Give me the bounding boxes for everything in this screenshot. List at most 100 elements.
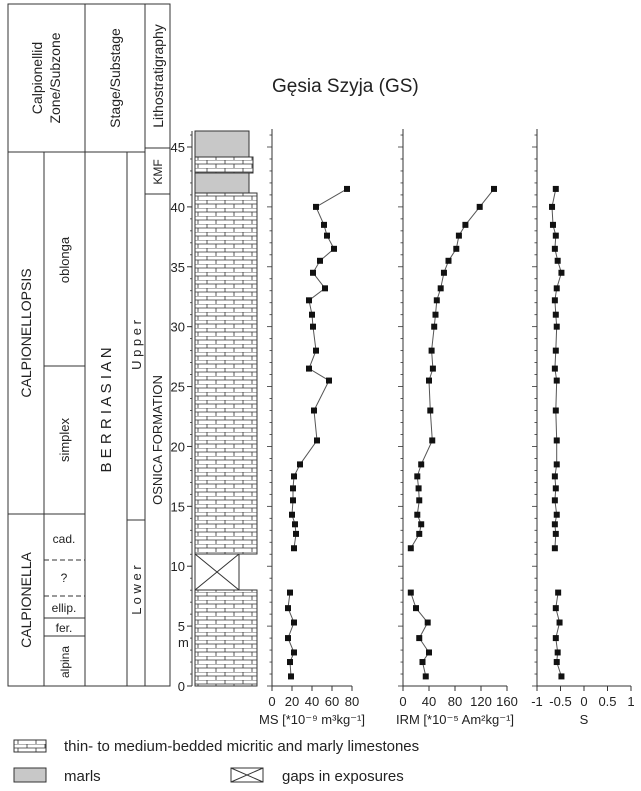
legend-marls-label: marls xyxy=(64,768,101,785)
substage-lower: L o w e r xyxy=(129,565,144,615)
ms-data-point xyxy=(313,203,319,210)
ms-data-point xyxy=(317,257,323,264)
ms-data-point xyxy=(290,485,296,492)
ms-data-point xyxy=(287,659,293,666)
irm-x-tick-label: 160 xyxy=(496,694,518,709)
irm-data-point xyxy=(407,589,414,596)
legend-limestone-swatch xyxy=(13,739,47,753)
ms-data-point xyxy=(297,461,303,468)
ms-data-point xyxy=(290,497,296,504)
s-data-point xyxy=(551,473,558,480)
ms-data-point xyxy=(291,473,297,480)
irm-data-point xyxy=(415,485,422,492)
irm-data-point xyxy=(424,619,431,626)
ms-data-point xyxy=(310,323,316,330)
subzone-cad: cad. xyxy=(53,532,76,546)
ms-data-point xyxy=(314,437,320,444)
zone-calpionellopsis: CALPIONELLOPSIS xyxy=(18,268,34,397)
irm-data-point xyxy=(431,323,438,330)
irm-data-point xyxy=(416,530,423,537)
irm-data-point xyxy=(491,185,497,192)
ms-data-point xyxy=(309,311,315,318)
irm-data-point xyxy=(427,407,434,414)
irm-x-tick-label: 0 xyxy=(399,694,406,709)
irm-data-point xyxy=(429,365,436,372)
irm-data-point xyxy=(414,473,421,480)
s-data-point xyxy=(552,347,559,354)
ms-data-point xyxy=(344,185,350,192)
s-data-point xyxy=(553,377,560,384)
s-data-point xyxy=(552,407,559,414)
ms-x-tick-label: 40 xyxy=(305,694,319,709)
ms-data-point xyxy=(322,285,328,292)
s-data-point xyxy=(551,545,558,552)
irm-data-point xyxy=(453,245,460,252)
depth-tick-label: 5 xyxy=(178,619,185,634)
irm-data-point xyxy=(419,659,426,666)
irm-data-point xyxy=(429,437,436,444)
s-data-point xyxy=(556,619,563,626)
irm-data-point xyxy=(416,635,423,642)
irm-data-point xyxy=(418,521,425,528)
ms-data-point xyxy=(293,530,299,537)
s-x-label: S xyxy=(580,712,589,727)
irm-x-tick-label: 40 xyxy=(422,694,436,709)
s-data-point xyxy=(554,649,561,656)
irm-data-point xyxy=(440,269,447,276)
depth-tick-label: 15 xyxy=(171,499,185,514)
limestone-bed-upper xyxy=(194,192,258,555)
irm-data-point xyxy=(416,497,423,504)
s-data-point xyxy=(553,323,560,330)
s-data-point xyxy=(553,437,560,444)
legend: thin- to medium-bedded micritic and marl… xyxy=(13,738,419,785)
irm-x-tick-label: 120 xyxy=(470,694,492,709)
zone-calpionella: CALPIONELLA xyxy=(18,551,34,647)
limestone-bed-kmf xyxy=(194,156,254,174)
marl-bed-lower xyxy=(194,172,250,194)
s-x-tick-label: 0.5 xyxy=(598,694,616,709)
litho-kmf: KMF xyxy=(151,159,165,184)
s-data-point xyxy=(553,659,560,666)
ms-x-tick-label: 60 xyxy=(325,694,339,709)
stratigraphy-table xyxy=(7,3,171,687)
s-data-point xyxy=(552,635,559,642)
legend-marls-swatch xyxy=(13,767,47,783)
chart-title: Gęsia Szyja (GS) xyxy=(272,76,419,97)
stage-header: Stage/Substage xyxy=(107,28,123,128)
ms-data-point xyxy=(291,545,297,552)
irm-series-line xyxy=(410,188,495,549)
s-x-tick-label: 1 xyxy=(627,694,634,709)
subzone-alpina: alpina xyxy=(58,646,72,678)
depth-tick-label: 25 xyxy=(171,380,185,395)
irm-data-point xyxy=(476,203,483,210)
depth-tick-label: 30 xyxy=(171,320,185,335)
irm-data-point xyxy=(413,605,419,612)
subzone-simplex: simplex xyxy=(57,417,72,462)
s-data-point xyxy=(552,232,559,239)
ms-data-point xyxy=(285,635,291,642)
legend-gaps-label: gaps in exposures xyxy=(282,768,404,785)
irm-data-point xyxy=(418,461,425,468)
ms-data-point xyxy=(306,297,312,304)
ms-data-point xyxy=(306,365,312,372)
ms-panel: 0 20 40 60 80 MS [*10⁻⁹ m³kg⁻¹] xyxy=(259,129,365,727)
irm-data-point xyxy=(437,285,444,292)
depth-tick-label: 20 xyxy=(171,439,185,454)
irm-data-point xyxy=(432,311,439,318)
s-data-point xyxy=(553,285,560,292)
irm-data-point xyxy=(422,673,429,680)
s-data-point xyxy=(549,221,556,228)
irm-x-label: IRM [*10⁻⁵ Am²kg⁻¹] xyxy=(396,712,514,727)
litho-osnica: OSNICA FORMATION xyxy=(150,375,165,505)
irm-data-point xyxy=(445,257,452,264)
legend-limestone-label: thin- to medium-bedded micritic and marl… xyxy=(64,738,419,755)
lithologic-column xyxy=(194,130,258,687)
ms-data-point xyxy=(291,619,297,626)
s-x-tick-label: -0.5 xyxy=(549,694,571,709)
subzone-oblonga: oblonga xyxy=(57,236,72,283)
depth-axis: 0 5 10 15 20 25 30 35 40 45 xyxy=(171,131,193,694)
irm-data-point xyxy=(462,221,469,228)
s-data-point xyxy=(551,245,558,252)
s-data-point xyxy=(558,673,565,680)
irm-data-point xyxy=(407,545,414,552)
